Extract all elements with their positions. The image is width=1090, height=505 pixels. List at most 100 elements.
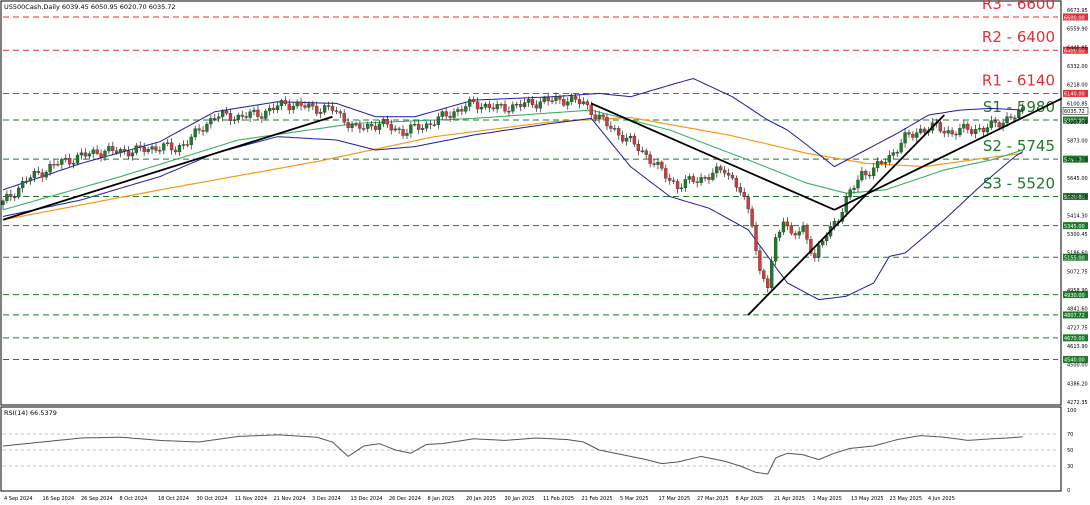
candle-body bbox=[562, 99, 566, 106]
candle-body bbox=[471, 99, 476, 102]
y-tick-label: 6332.00 bbox=[1067, 64, 1088, 70]
candle-body bbox=[428, 123, 433, 125]
y-tick-label: 6100.85 bbox=[1067, 101, 1088, 107]
candle-body bbox=[56, 164, 60, 166]
rsi-y-tick-label: 0 bbox=[1067, 488, 1070, 494]
candle-body bbox=[742, 192, 746, 197]
x-tick-label: 18 Oct 2024 bbox=[158, 496, 189, 502]
candle-body bbox=[766, 278, 770, 288]
candle-body bbox=[87, 153, 91, 157]
candle-body bbox=[9, 194, 13, 198]
x-tick-label: 1 May 2025 bbox=[813, 496, 842, 502]
candle-body bbox=[107, 146, 111, 152]
candle-body bbox=[550, 100, 554, 102]
x-tick-label: 27 Mar 2025 bbox=[697, 496, 729, 502]
rsi-y-tick-label: 70 bbox=[1067, 432, 1073, 438]
candle-body bbox=[405, 133, 409, 136]
candle-body bbox=[875, 161, 880, 168]
candle-body bbox=[899, 142, 903, 153]
candle-body bbox=[891, 152, 895, 156]
candle-body bbox=[291, 105, 295, 111]
candle-body bbox=[393, 128, 397, 131]
candle-body bbox=[679, 187, 684, 190]
candle-body bbox=[122, 149, 127, 151]
rsi-y-tick-label: 50 bbox=[1067, 448, 1073, 454]
candle-body bbox=[381, 119, 386, 125]
x-tick-label: 21 Feb 2025 bbox=[582, 496, 613, 502]
candle-body bbox=[703, 177, 707, 179]
candle-body bbox=[389, 124, 393, 131]
candle-body bbox=[283, 100, 288, 105]
x-tick-label: 30 Jan 2025 bbox=[505, 496, 535, 502]
y-tick-label: 5987.00 bbox=[1067, 120, 1088, 126]
candle-body bbox=[746, 196, 750, 210]
y-tick-label: 6218.00 bbox=[1067, 83, 1088, 89]
candle-body bbox=[617, 128, 621, 136]
candle-body bbox=[989, 120, 993, 128]
candle-body bbox=[60, 159, 64, 165]
candle-body bbox=[366, 124, 370, 129]
candle-body bbox=[1017, 110, 1021, 119]
trendline bbox=[590, 102, 835, 211]
candle-body bbox=[311, 103, 315, 107]
candle-body bbox=[624, 137, 629, 142]
candle-body bbox=[420, 128, 425, 130]
candle-body bbox=[146, 149, 150, 152]
candle-body bbox=[695, 181, 699, 183]
candle-body bbox=[173, 149, 178, 153]
level-label: S2 - 5745 bbox=[983, 137, 1055, 155]
candle-body bbox=[672, 180, 676, 182]
candle-body bbox=[177, 145, 182, 153]
level-tag bbox=[1063, 116, 1088, 124]
candle-body bbox=[966, 123, 970, 130]
candle-body bbox=[628, 135, 633, 139]
candle-body bbox=[515, 104, 519, 106]
candle-body bbox=[71, 163, 76, 165]
candle-body bbox=[232, 119, 237, 121]
candle-body bbox=[252, 109, 256, 112]
candle-body bbox=[1009, 116, 1013, 119]
candle-body bbox=[558, 96, 562, 100]
y-tick-label: 5873.00 bbox=[1067, 139, 1088, 145]
x-tick-label: 11 Nov 2024 bbox=[235, 496, 267, 502]
candle-body bbox=[797, 231, 801, 236]
level-tag bbox=[1063, 291, 1088, 299]
y-tick-label: 4272.35 bbox=[1067, 400, 1088, 406]
candle-body bbox=[970, 129, 974, 134]
candle-body bbox=[605, 117, 609, 127]
level-tag-text: 4670.00 bbox=[1064, 336, 1085, 342]
candle-body bbox=[40, 172, 44, 178]
candle-body bbox=[115, 150, 119, 154]
candle-body bbox=[209, 118, 213, 125]
level-label: R1 - 6140 bbox=[982, 71, 1055, 89]
candle-body bbox=[205, 123, 209, 132]
candle-body bbox=[660, 161, 664, 169]
candle-body bbox=[817, 244, 821, 258]
x-tick-label: 21 Nov 2024 bbox=[274, 496, 306, 502]
candle-body bbox=[538, 101, 542, 109]
candle-body bbox=[346, 122, 350, 128]
candle-body bbox=[589, 104, 593, 115]
candle-body bbox=[36, 171, 40, 173]
level-tag-text: 4930.00 bbox=[1064, 293, 1085, 299]
candle-body bbox=[111, 146, 115, 151]
candle-body bbox=[656, 161, 660, 165]
candle-body bbox=[526, 99, 531, 103]
candle-body bbox=[923, 128, 927, 133]
candle-body bbox=[220, 110, 225, 117]
rsi-lines bbox=[2, 433, 1058, 475]
candle-body bbox=[946, 130, 950, 134]
candle-body bbox=[821, 240, 825, 246]
candle-body bbox=[530, 99, 535, 105]
candle-body bbox=[103, 150, 107, 158]
candle-body bbox=[307, 103, 311, 108]
candle-body bbox=[503, 104, 507, 112]
candle-body bbox=[962, 123, 966, 129]
candle-body bbox=[244, 116, 248, 118]
candle-body bbox=[864, 171, 868, 176]
level-tag bbox=[1063, 13, 1088, 21]
candle-body bbox=[887, 155, 892, 163]
level-label: R3 - 6600 bbox=[982, 0, 1055, 13]
candle-body bbox=[809, 239, 813, 254]
candle-body bbox=[981, 127, 986, 133]
